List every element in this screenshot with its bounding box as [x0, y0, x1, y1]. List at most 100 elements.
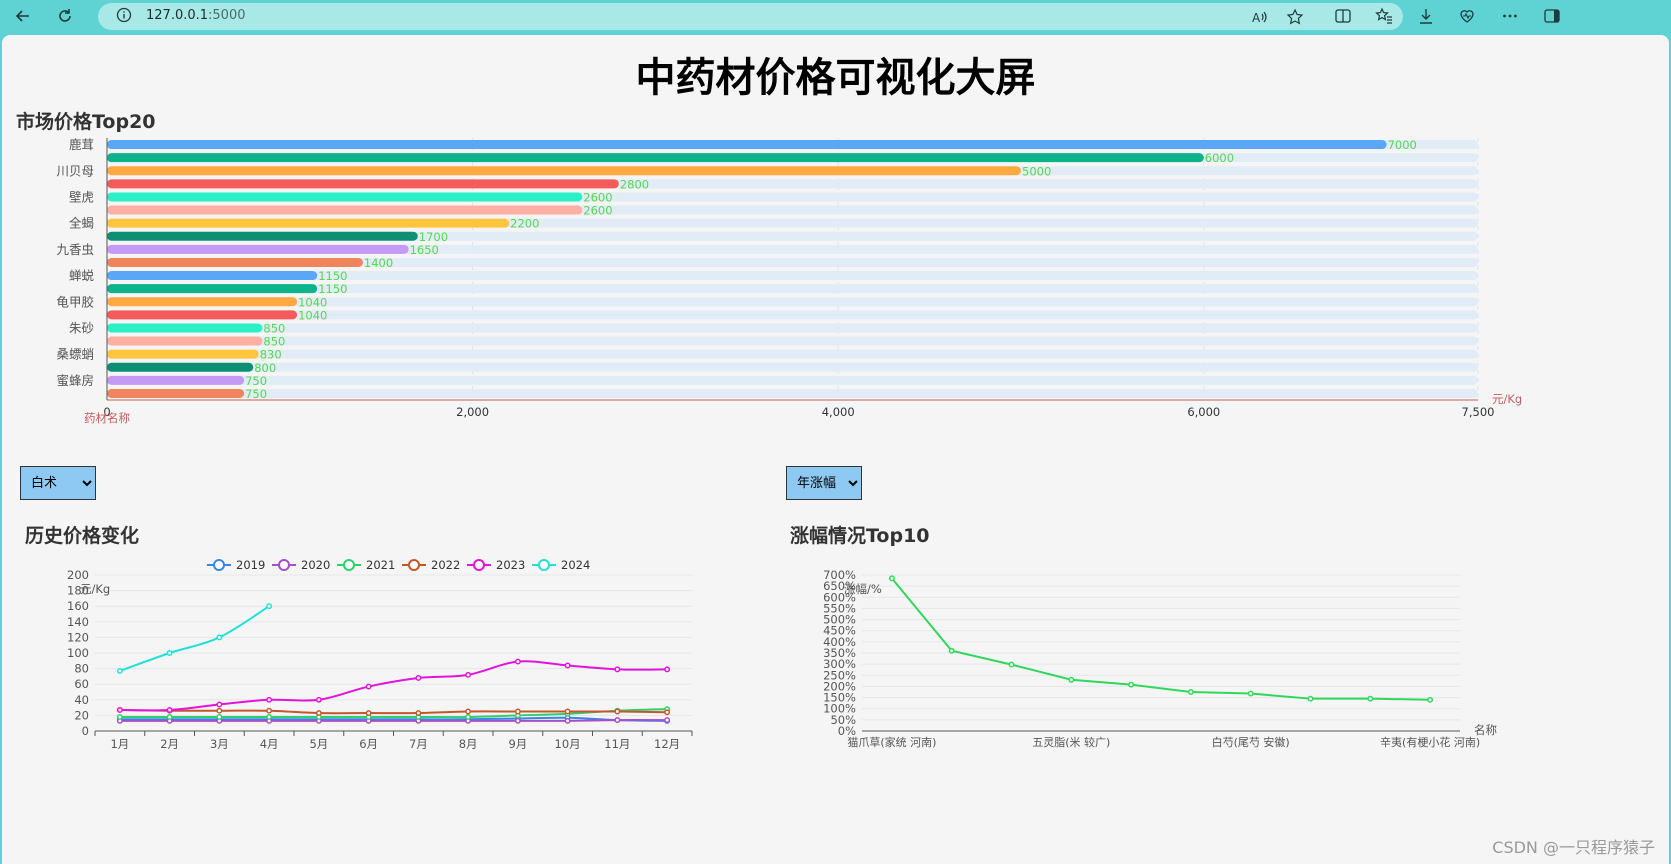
bar-background — [107, 323, 1478, 333]
data-point — [216, 634, 223, 641]
y-tick-label: 160 — [67, 599, 89, 613]
data-point — [116, 706, 123, 713]
growth-chart-title: 涨幅情况Top10 — [790, 525, 930, 547]
data-point — [888, 575, 895, 582]
category-label: 全蝎 — [69, 216, 94, 231]
x-tick-label: 6月 — [359, 737, 378, 751]
data-point — [166, 706, 173, 713]
bar-value-label: 850 — [263, 335, 285, 349]
bar-background — [107, 244, 1478, 254]
bar-value-label: 750 — [245, 387, 267, 401]
legend-marker — [343, 559, 355, 571]
svg-text:A: A — [1252, 11, 1261, 25]
series-line — [119, 716, 668, 722]
bar — [107, 336, 263, 346]
bar — [107, 218, 510, 228]
bar — [107, 192, 583, 202]
y-tick-label: 200% — [823, 679, 856, 693]
series-line — [119, 708, 668, 719]
browser-essentials-icon[interactable] — [1455, 4, 1479, 28]
x-tick-label: 6,000 — [1187, 405, 1220, 419]
split-screen-icon[interactable] — [1331, 4, 1355, 28]
bar-value-label: 750 — [245, 374, 267, 388]
bar-value-label: 1150 — [318, 269, 347, 283]
data-point — [415, 710, 422, 717]
y-tick-label: 180 — [67, 584, 89, 598]
bar-background — [107, 284, 1478, 294]
legend-label: 2022 — [431, 558, 460, 572]
data-point — [664, 666, 671, 673]
bar-background — [107, 388, 1478, 398]
data-point — [166, 714, 173, 720]
y-tick-label: 300% — [823, 657, 856, 671]
bar — [107, 362, 254, 372]
growth-line — [891, 577, 1431, 701]
download-icon[interactable] — [1414, 4, 1438, 28]
series-line — [119, 605, 270, 672]
herb-select[interactable]: 白术 — [20, 466, 96, 500]
category-label: 桑螵蛸 — [56, 347, 94, 362]
info-icon[interactable] — [116, 7, 132, 23]
data-point — [166, 650, 173, 656]
data-point — [266, 696, 273, 703]
bar-value-label: 830 — [260, 348, 282, 362]
data-point — [1247, 690, 1254, 697]
legend-label: 2019 — [236, 558, 265, 572]
data-point — [465, 671, 472, 678]
legend-marker — [278, 559, 290, 571]
refresh-icon[interactable] — [52, 4, 78, 28]
bar-background — [107, 336, 1478, 346]
data-point — [266, 714, 273, 720]
bar — [107, 297, 298, 307]
x-tick-label: 11月 — [604, 737, 630, 751]
x-axis-name: 元/Kg — [1492, 392, 1522, 406]
data-point — [564, 717, 571, 724]
data-point — [1307, 695, 1314, 702]
bar-value-label: 1700 — [419, 230, 448, 244]
data-point — [315, 696, 322, 703]
y-tick-label: 0 — [82, 724, 89, 738]
data-point — [365, 710, 372, 717]
bar — [107, 140, 1387, 150]
top20-chart-title: 市场价格Top20 — [16, 111, 156, 133]
legend-label: 2020 — [301, 558, 330, 572]
favorites-icon[interactable] — [1372, 4, 1396, 28]
y-tick-label: 700% — [823, 568, 856, 582]
address-bar[interactable]: 127.0.0.1:5000 A — [98, 3, 1403, 30]
data-point — [1068, 676, 1075, 683]
bar — [107, 244, 409, 254]
data-point — [614, 666, 621, 673]
bar-value-label: 5000 — [1022, 164, 1051, 178]
x-tick-label: 7,500 — [1462, 405, 1495, 419]
sidebar-toggle-icon[interactable] — [1540, 4, 1564, 28]
y-tick-label: 550% — [823, 601, 856, 615]
data-point — [216, 701, 223, 708]
x-tick-label: 12月 — [654, 737, 680, 751]
bar-background — [107, 271, 1478, 281]
y-tick-label: 600% — [823, 590, 856, 604]
bar — [107, 257, 363, 267]
more-menu-icon[interactable] — [1498, 4, 1522, 28]
data-point — [216, 707, 223, 714]
bar — [107, 231, 418, 241]
data-point — [664, 709, 671, 716]
bar-value-label: 1040 — [298, 308, 327, 322]
x-tick-label: 辛夷(有梗小花 河南) — [1380, 735, 1480, 749]
growth-period-select[interactable]: 年涨幅 — [786, 466, 862, 500]
bar-value-label: 800 — [254, 361, 276, 375]
history-line-chart: 2019 2020 2021 2022 2023 20240204060801001201… — [67, 558, 693, 751]
y-tick-label: 40 — [74, 693, 89, 707]
bar-value-label: 1150 — [318, 282, 347, 296]
legend-marker — [538, 559, 550, 571]
x-tick-label: 1月 — [110, 737, 129, 751]
x-tick-label: 白芍(尾芍 安徽) — [1212, 735, 1290, 749]
y-axis-name: 元/Kg — [80, 582, 110, 596]
bar-background — [107, 257, 1478, 267]
read-aloud-icon[interactable]: A — [1248, 5, 1272, 29]
favorite-star-icon[interactable] — [1283, 5, 1307, 29]
y-tick-label: 450% — [823, 624, 856, 638]
x-tick-label: 10月 — [555, 737, 581, 751]
y-tick-label: 100% — [823, 702, 856, 716]
back-icon[interactable] — [10, 4, 36, 28]
category-label: 朱砂 — [69, 320, 94, 335]
